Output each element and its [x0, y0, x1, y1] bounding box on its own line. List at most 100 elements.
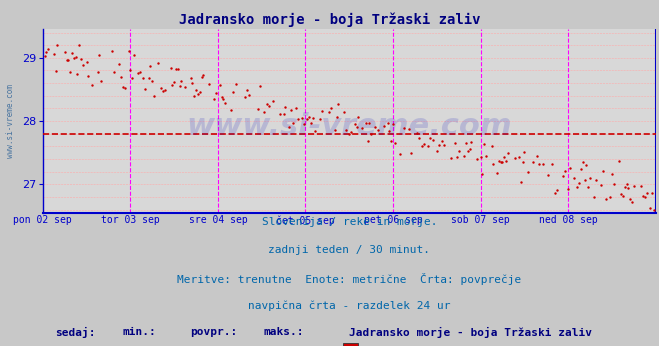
Point [510, 155, 521, 161]
Point [451, 154, 462, 160]
Point [648, 207, 659, 212]
Point [382, 120, 393, 125]
Point [268, 99, 278, 104]
Point [497, 160, 507, 165]
Point [308, 116, 318, 121]
Point [439, 142, 449, 148]
Point [118, 84, 129, 90]
Point [499, 154, 509, 160]
Point [475, 154, 486, 160]
Point [583, 184, 594, 189]
Point [254, 84, 265, 89]
Point [552, 188, 563, 193]
Point [646, 190, 657, 196]
Point [357, 126, 367, 131]
Text: maks.:: maks.: [264, 327, 304, 337]
Point [636, 183, 646, 189]
Point [434, 142, 444, 148]
Point [244, 92, 254, 98]
Point [614, 158, 625, 164]
Point [176, 79, 186, 84]
Point [214, 82, 225, 88]
Point [364, 120, 374, 126]
Point [127, 75, 138, 81]
Point [413, 135, 424, 140]
Point [74, 42, 84, 47]
Point [81, 60, 92, 65]
Point [621, 181, 632, 187]
Point [481, 154, 492, 159]
Point [492, 170, 502, 175]
Point [479, 142, 490, 147]
Point [196, 74, 207, 80]
Point [450, 140, 461, 146]
Point [116, 74, 127, 80]
Point [218, 96, 229, 102]
Point [304, 115, 314, 120]
Point [72, 72, 83, 77]
Point [472, 157, 482, 162]
Point [627, 200, 637, 205]
Point [291, 106, 302, 111]
Point [601, 197, 612, 202]
Point [280, 104, 291, 110]
Point [546, 161, 557, 166]
Point [477, 171, 488, 176]
Point [107, 48, 117, 54]
Text: sedaj:: sedaj: [55, 327, 96, 338]
Point [563, 186, 573, 192]
Point [362, 138, 373, 144]
Point [386, 138, 397, 144]
Point [617, 193, 628, 199]
Point [488, 161, 499, 167]
Point [87, 82, 98, 88]
Point [129, 52, 139, 58]
Point [278, 111, 289, 116]
Text: Jadransko morje - boja Tržaski zaliv: Jadransko morje - boja Tržaski zaliv [349, 327, 592, 338]
Point [517, 159, 528, 164]
Point [576, 167, 587, 172]
Point [619, 184, 630, 189]
Point [109, 69, 119, 74]
Point [171, 67, 181, 72]
Point [258, 109, 269, 115]
Point [349, 121, 360, 126]
Point [459, 154, 469, 159]
Point [330, 127, 340, 132]
Point [306, 120, 316, 126]
Point [638, 193, 648, 199]
Point [149, 93, 159, 99]
Point [339, 110, 349, 115]
Point [123, 48, 134, 53]
Point [446, 156, 457, 161]
Point [187, 80, 198, 86]
Point [211, 90, 221, 96]
Point [167, 82, 178, 88]
Point [404, 126, 415, 131]
Point [333, 101, 343, 107]
Point [625, 197, 635, 202]
Point [140, 86, 150, 92]
Point [285, 107, 296, 112]
Point [225, 107, 236, 112]
Point [432, 148, 442, 153]
Text: Jadransko morje - boja Tržaski zaliv: Jadransko morje - boja Tržaski zaliv [179, 12, 480, 27]
Point [422, 143, 433, 148]
Point [572, 184, 583, 190]
Point [156, 85, 167, 91]
Point [331, 115, 342, 120]
Text: navpična črta - razdelek 24 ur: navpična črta - razdelek 24 ur [248, 301, 451, 311]
Point [175, 83, 185, 89]
Point [42, 49, 52, 55]
Point [537, 162, 548, 167]
Point [96, 78, 107, 84]
Point [503, 150, 513, 155]
Point [532, 153, 542, 158]
Point [453, 148, 464, 153]
Point [180, 84, 190, 90]
Point [165, 65, 176, 70]
Point [185, 75, 196, 81]
Point [76, 56, 86, 62]
Point [204, 82, 214, 87]
Point [61, 57, 72, 62]
